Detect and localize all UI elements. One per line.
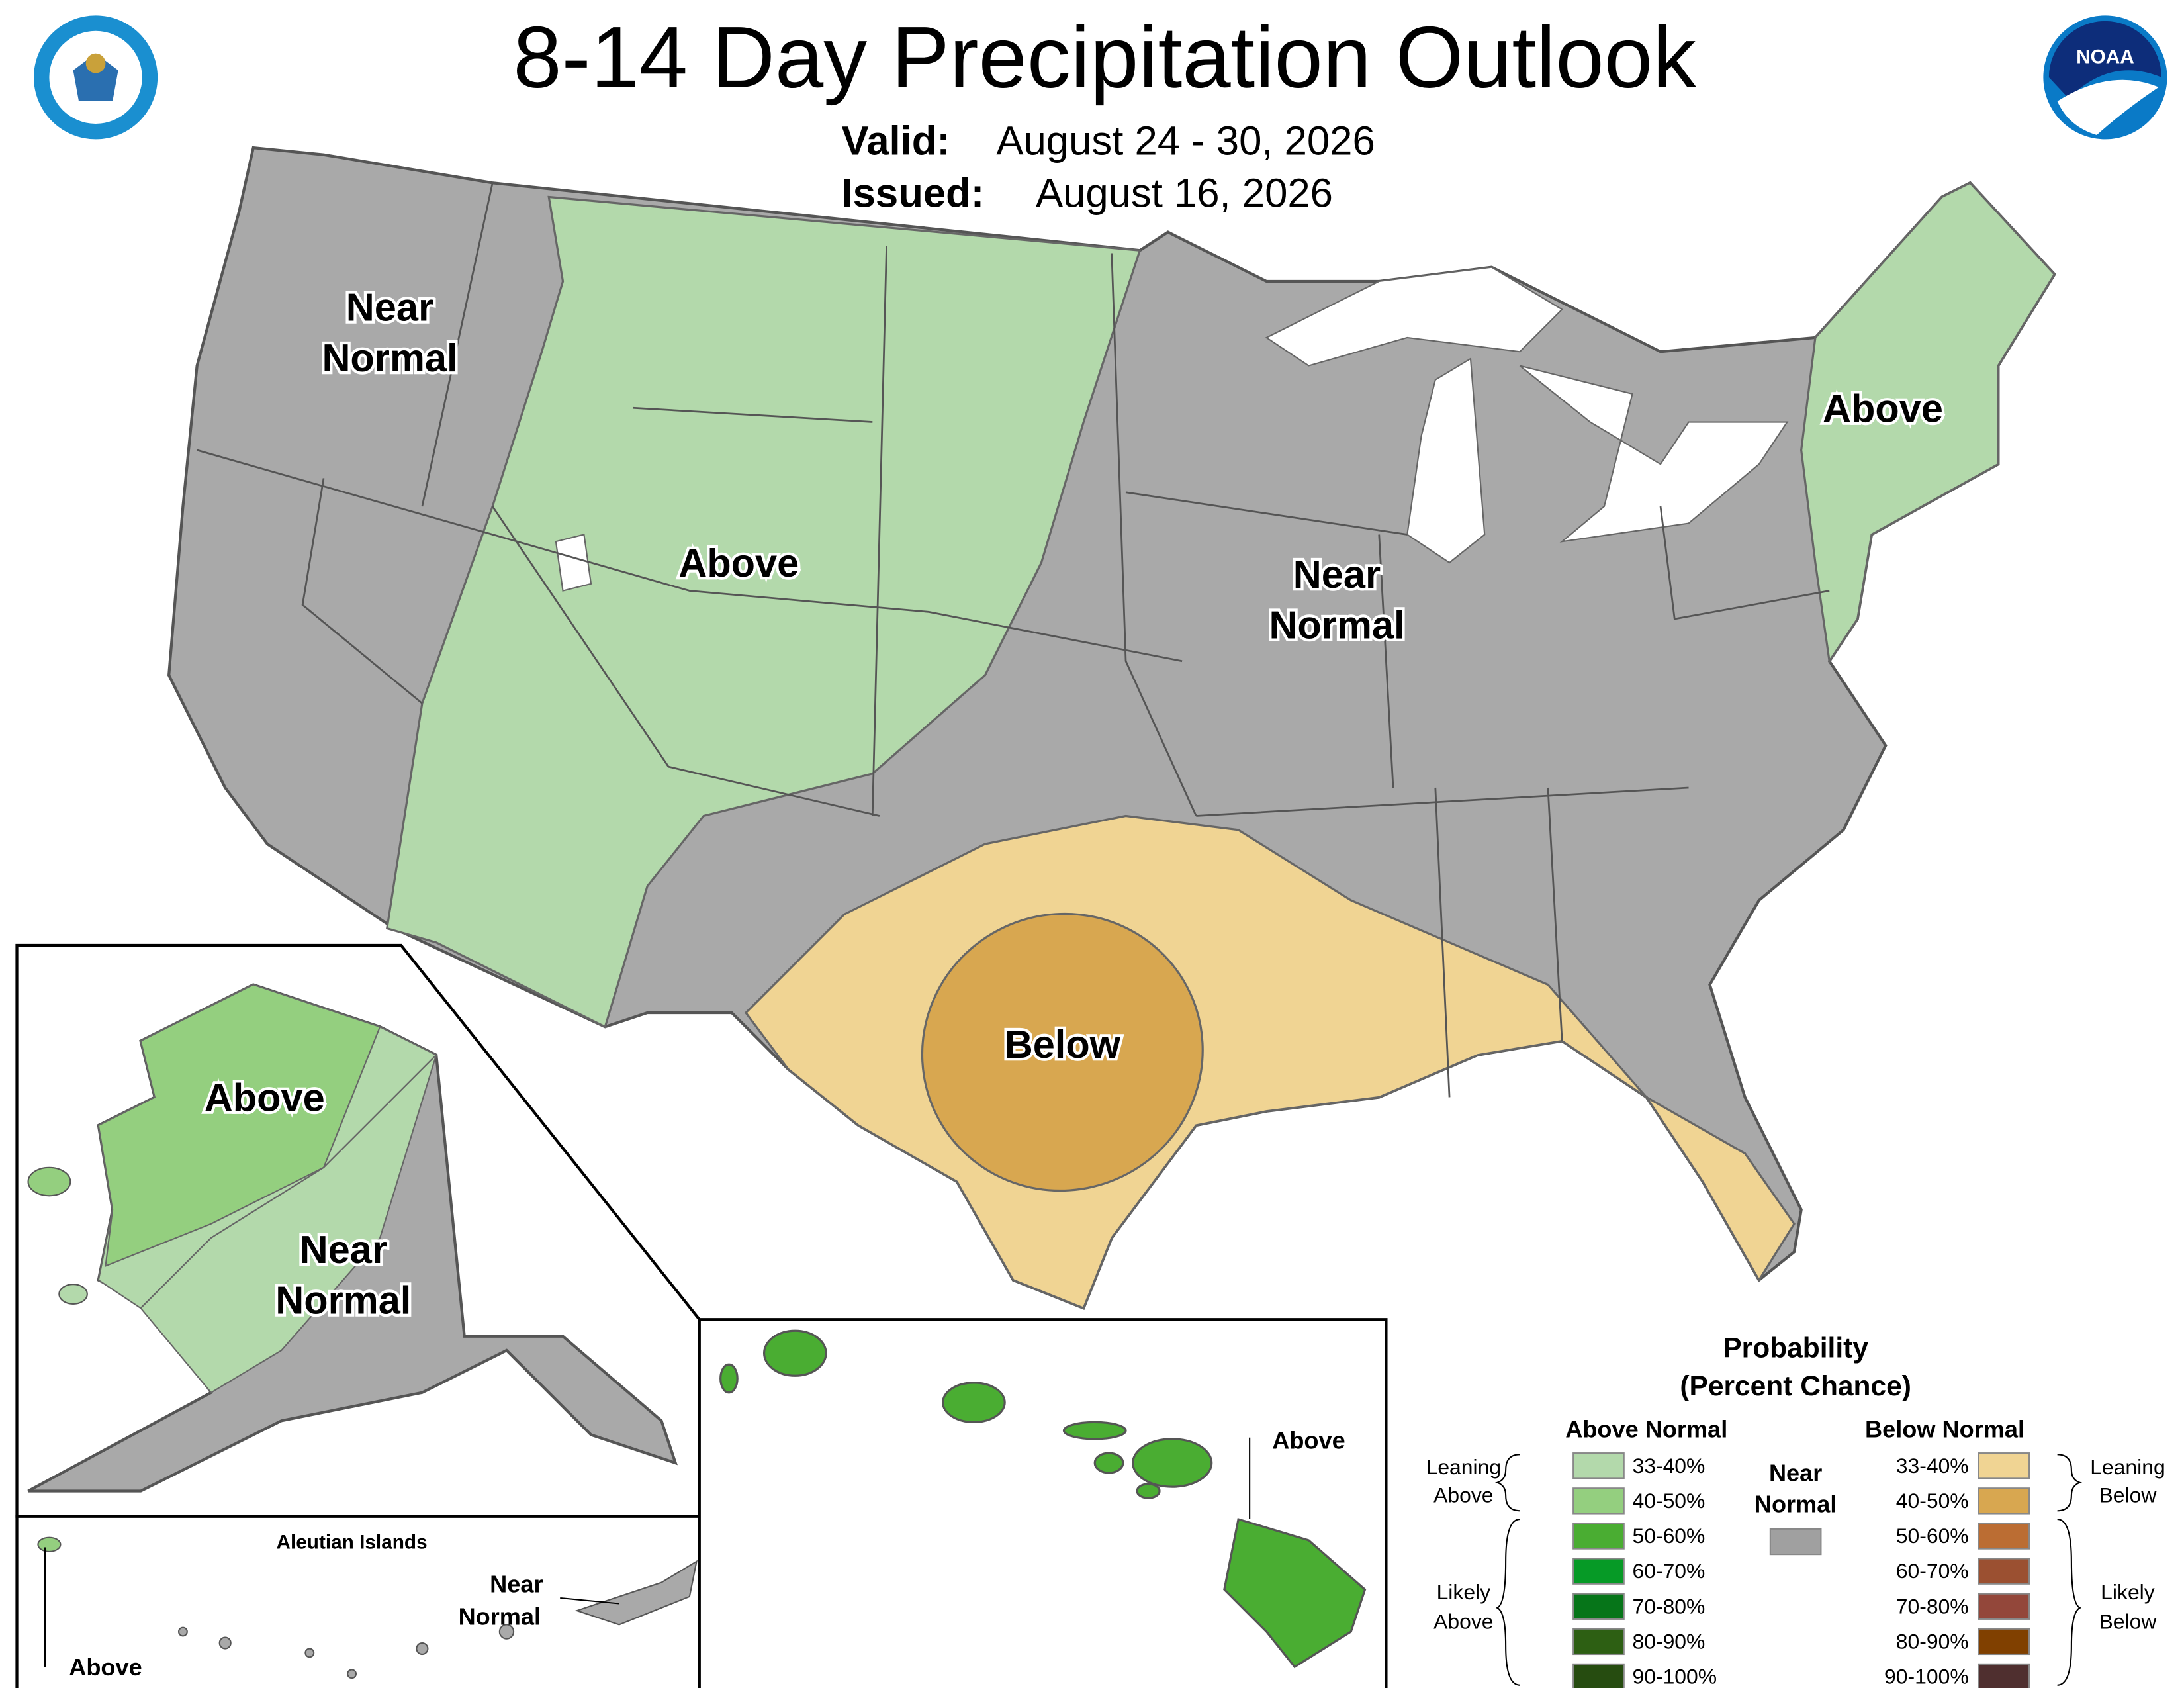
- legend-item-label: 33-40%: [1632, 1454, 1705, 1477]
- legend-item-label: 33-40%: [1896, 1454, 1969, 1477]
- legend-group: Below: [2099, 1483, 2158, 1507]
- conus: [167, 146, 2057, 1311]
- legend-swatch: [1572, 1593, 1625, 1620]
- legend-item-label: 40-50%: [1896, 1489, 1969, 1513]
- legend-swatch: [1572, 1452, 1625, 1479]
- legend-item-label: 80-90%: [1896, 1630, 1969, 1654]
- legend-swatch: [1978, 1487, 2030, 1515]
- legend-swatch: [1978, 1558, 2030, 1585]
- legend-group: Above: [1433, 1610, 1493, 1634]
- legend-swatch: [1978, 1628, 2030, 1656]
- conus-label: Normal: [1269, 603, 1404, 647]
- legend-item-label: 80-90%: [1632, 1630, 1705, 1654]
- legend-item-label: 70-80%: [1632, 1594, 1705, 1618]
- legend-group: Likely: [2101, 1580, 2155, 1604]
- legend-near: Near: [1769, 1460, 1822, 1487]
- legend-item-label: 60-70%: [1896, 1559, 1969, 1583]
- legend-header: Above Normal: [1565, 1416, 1727, 1443]
- conus-label: Near: [346, 285, 433, 330]
- alaska-label: Normal: [275, 1278, 411, 1323]
- issued-date: August 16, 2026: [1036, 170, 1333, 216]
- valid-label: Valid:: [842, 118, 950, 164]
- legend-item-label: 40-50%: [1632, 1489, 1705, 1513]
- legend-title: (Percent Chance): [1680, 1371, 1911, 1402]
- conus-label: Above: [1823, 387, 1943, 431]
- title: 8-14 Day Precipitation Outlook: [513, 9, 1697, 106]
- conus-label: Above: [678, 541, 799, 585]
- conus-label: Normal: [322, 336, 457, 380]
- legend-swatch: [1572, 1487, 1625, 1515]
- valid-dates: August 24 - 30, 2026: [996, 118, 1375, 164]
- legend-swatch: [1572, 1523, 1625, 1550]
- legend-swatch: [1769, 1528, 1822, 1556]
- legend-swatch: [1572, 1558, 1625, 1585]
- legend: Probability (Percent Chance) Above Norma…: [1426, 1333, 2165, 1688]
- legend-group: Below: [2099, 1610, 2158, 1634]
- legend-item-label: 90-100%: [1884, 1665, 1969, 1688]
- issued-label: Issued:: [842, 170, 985, 216]
- hawaii-label: Above: [1272, 1427, 1345, 1454]
- aleutian-title: Aleutian Islands: [276, 1532, 427, 1554]
- legend-item-label: 70-80%: [1896, 1594, 1969, 1618]
- legend-item-label: 90-100%: [1632, 1665, 1717, 1688]
- legend-group: Leaning: [2090, 1455, 2165, 1479]
- legend-swatch: [1978, 1452, 2030, 1479]
- svg-text:NOAA: NOAA: [2076, 46, 2134, 68]
- conus-label: Below: [1005, 1022, 1121, 1066]
- legend-title: Probability: [1723, 1333, 1868, 1364]
- aleutian-label: Above: [69, 1654, 142, 1681]
- aleutian-label: Normal: [459, 1603, 541, 1630]
- aleutian-label: Near: [490, 1571, 543, 1598]
- commerce-logo: [34, 15, 158, 140]
- legend-near: Normal: [1754, 1490, 1837, 1517]
- conus-label: Near: [1293, 552, 1381, 596]
- legend-swatch: [1572, 1628, 1625, 1656]
- legend-group: Leaning: [1426, 1455, 1501, 1479]
- legend-item-label: 50-60%: [1896, 1524, 1969, 1548]
- legend-group: Above: [1433, 1483, 1493, 1507]
- aleutian-inset: [15, 1515, 701, 1688]
- noaa-logo: NOAA: [2043, 15, 2167, 140]
- legend-group: Likely: [1437, 1580, 1491, 1604]
- hawaii-inset: [698, 1318, 1388, 1688]
- legend-swatch: [1572, 1663, 1625, 1688]
- legend-header: Below Normal: [1865, 1416, 2025, 1443]
- alaska-inset: [15, 943, 701, 1518]
- alaska-label: Above: [205, 1076, 325, 1120]
- legend-swatch: [1978, 1663, 2030, 1688]
- legend-item-label: 60-70%: [1632, 1559, 1705, 1583]
- alaska-label: Near: [300, 1227, 387, 1272]
- legend-item-label: 50-60%: [1632, 1524, 1705, 1548]
- legend-swatch: [1978, 1593, 2030, 1620]
- legend-swatch: [1978, 1523, 2030, 1550]
